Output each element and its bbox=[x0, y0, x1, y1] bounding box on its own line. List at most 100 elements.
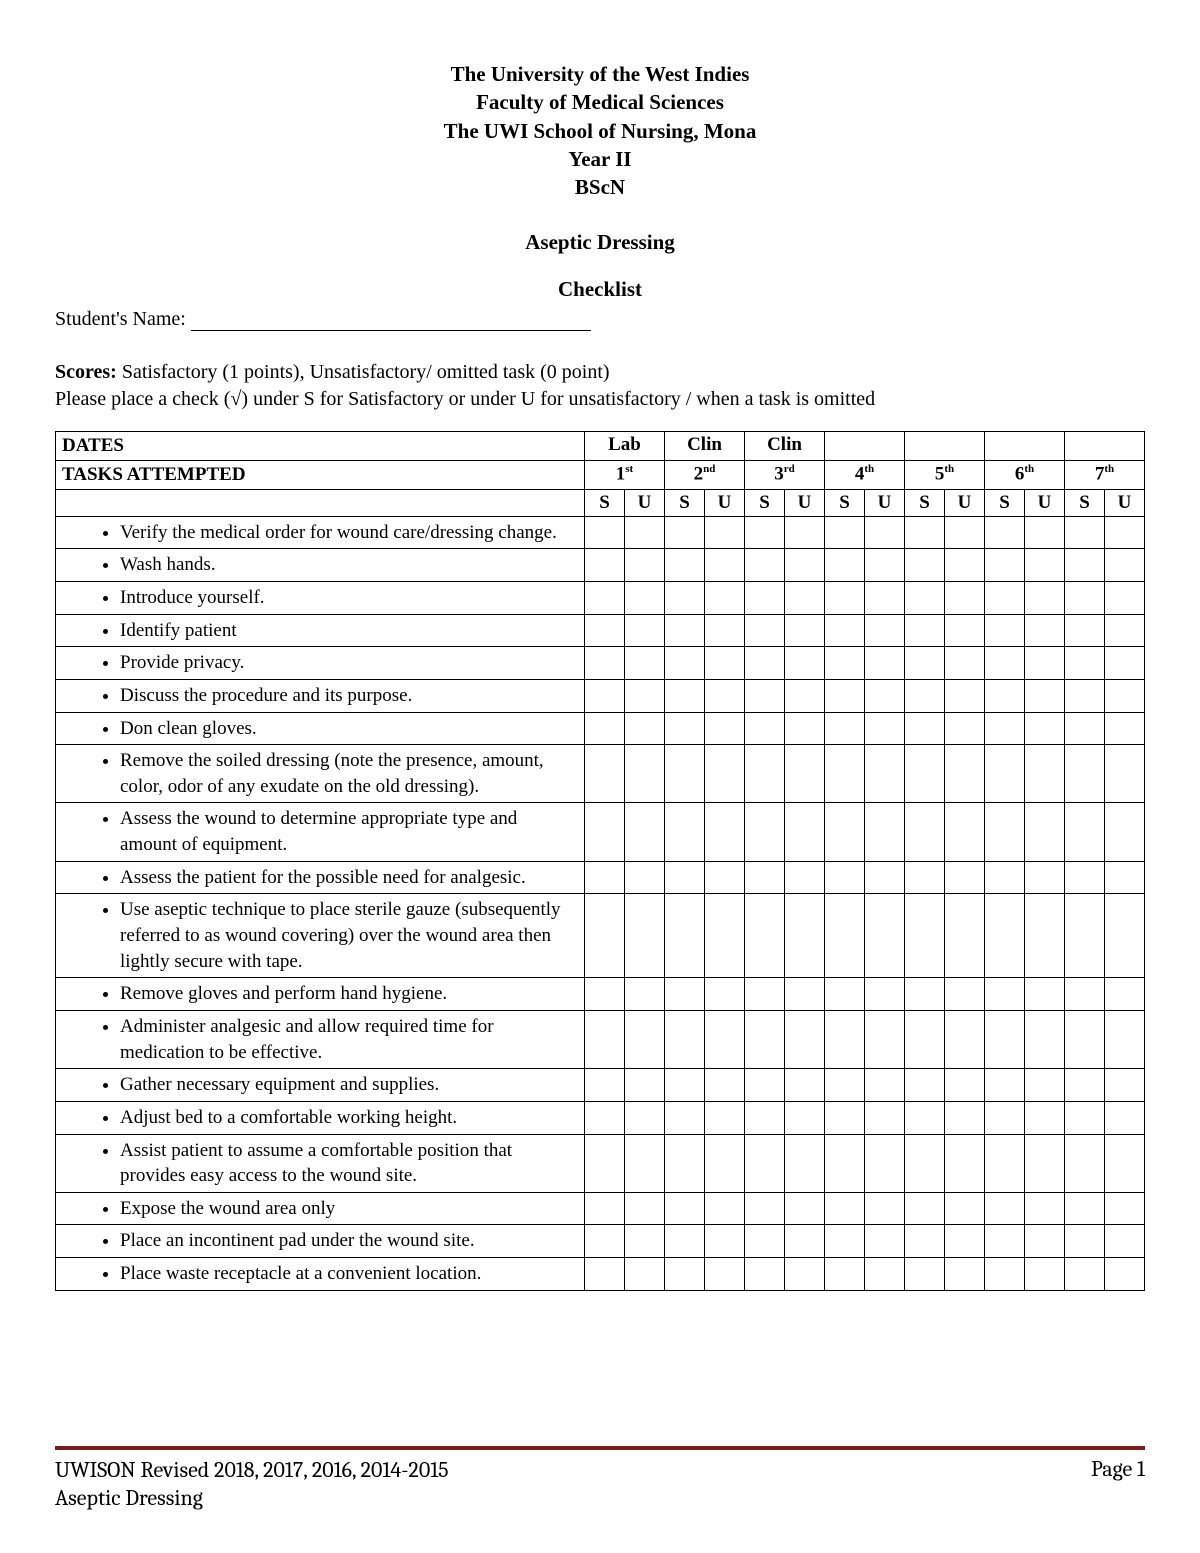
check-cell[interactable] bbox=[905, 1069, 945, 1102]
check-cell[interactable] bbox=[705, 614, 745, 647]
check-cell[interactable] bbox=[665, 712, 705, 745]
check-cell[interactable] bbox=[865, 978, 905, 1011]
check-cell[interactable] bbox=[1065, 803, 1105, 861]
check-cell[interactable] bbox=[745, 978, 785, 1011]
check-cell[interactable] bbox=[865, 1225, 905, 1258]
check-cell[interactable] bbox=[945, 1069, 985, 1102]
check-cell[interactable] bbox=[1025, 978, 1065, 1011]
check-cell[interactable] bbox=[625, 803, 665, 861]
check-cell[interactable] bbox=[665, 978, 705, 1011]
check-cell[interactable] bbox=[865, 745, 905, 803]
check-cell[interactable] bbox=[585, 582, 625, 615]
check-cell[interactable] bbox=[865, 549, 905, 582]
check-cell[interactable] bbox=[1025, 1134, 1065, 1192]
check-cell[interactable] bbox=[665, 1134, 705, 1192]
check-cell[interactable] bbox=[825, 516, 865, 549]
check-cell[interactable] bbox=[625, 549, 665, 582]
check-cell[interactable] bbox=[665, 1192, 705, 1225]
check-cell[interactable] bbox=[625, 1192, 665, 1225]
check-cell[interactable] bbox=[785, 1069, 825, 1102]
check-cell[interactable] bbox=[1025, 712, 1065, 745]
check-cell[interactable] bbox=[745, 549, 785, 582]
check-cell[interactable] bbox=[905, 978, 945, 1011]
check-cell[interactable] bbox=[1025, 894, 1065, 978]
check-cell[interactable] bbox=[785, 1225, 825, 1258]
check-cell[interactable] bbox=[785, 516, 825, 549]
check-cell[interactable] bbox=[785, 1134, 825, 1192]
check-cell[interactable] bbox=[785, 1192, 825, 1225]
check-cell[interactable] bbox=[1105, 1069, 1145, 1102]
check-cell[interactable] bbox=[865, 582, 905, 615]
check-cell[interactable] bbox=[625, 614, 665, 647]
check-cell[interactable] bbox=[865, 861, 905, 894]
check-cell[interactable] bbox=[705, 745, 745, 803]
check-cell[interactable] bbox=[665, 516, 705, 549]
check-cell[interactable] bbox=[865, 712, 905, 745]
check-cell[interactable] bbox=[985, 582, 1025, 615]
check-cell[interactable] bbox=[745, 803, 785, 861]
check-cell[interactable] bbox=[785, 712, 825, 745]
check-cell[interactable] bbox=[585, 803, 625, 861]
check-cell[interactable] bbox=[945, 861, 985, 894]
check-cell[interactable] bbox=[825, 1069, 865, 1102]
check-cell[interactable] bbox=[1025, 1225, 1065, 1258]
check-cell[interactable] bbox=[785, 614, 825, 647]
check-cell[interactable] bbox=[825, 803, 865, 861]
check-cell[interactable] bbox=[985, 1192, 1025, 1225]
check-cell[interactable] bbox=[945, 712, 985, 745]
check-cell[interactable] bbox=[665, 745, 705, 803]
check-cell[interactable] bbox=[945, 1192, 985, 1225]
check-cell[interactable] bbox=[665, 679, 705, 712]
check-cell[interactable] bbox=[705, 1069, 745, 1102]
check-cell[interactable] bbox=[745, 516, 785, 549]
check-cell[interactable] bbox=[785, 745, 825, 803]
check-cell[interactable] bbox=[1105, 803, 1145, 861]
check-cell[interactable] bbox=[705, 1258, 745, 1291]
check-cell[interactable] bbox=[905, 1258, 945, 1291]
check-cell[interactable] bbox=[585, 712, 625, 745]
check-cell[interactable] bbox=[905, 679, 945, 712]
check-cell[interactable] bbox=[585, 1225, 625, 1258]
check-cell[interactable] bbox=[1105, 978, 1145, 1011]
check-cell[interactable] bbox=[1065, 1258, 1105, 1291]
check-cell[interactable] bbox=[705, 1192, 745, 1225]
check-cell[interactable] bbox=[785, 679, 825, 712]
check-cell[interactable] bbox=[745, 679, 785, 712]
check-cell[interactable] bbox=[625, 647, 665, 680]
check-cell[interactable] bbox=[905, 647, 945, 680]
check-cell[interactable] bbox=[745, 1010, 785, 1068]
check-cell[interactable] bbox=[1025, 861, 1065, 894]
check-cell[interactable] bbox=[1025, 745, 1065, 803]
check-cell[interactable] bbox=[1105, 1225, 1145, 1258]
check-cell[interactable] bbox=[585, 1134, 625, 1192]
student-name-blank[interactable] bbox=[191, 312, 591, 331]
check-cell[interactable] bbox=[865, 894, 905, 978]
check-cell[interactable] bbox=[745, 1192, 785, 1225]
check-cell[interactable] bbox=[905, 803, 945, 861]
check-cell[interactable] bbox=[625, 679, 665, 712]
check-cell[interactable] bbox=[1025, 679, 1065, 712]
check-cell[interactable] bbox=[1065, 978, 1105, 1011]
check-cell[interactable] bbox=[865, 1101, 905, 1134]
check-cell[interactable] bbox=[705, 803, 745, 861]
check-cell[interactable] bbox=[745, 1225, 785, 1258]
check-cell[interactable] bbox=[665, 647, 705, 680]
check-cell[interactable] bbox=[1105, 679, 1145, 712]
check-cell[interactable] bbox=[1065, 1225, 1105, 1258]
check-cell[interactable] bbox=[625, 861, 665, 894]
check-cell[interactable] bbox=[985, 516, 1025, 549]
check-cell[interactable] bbox=[705, 582, 745, 615]
check-cell[interactable] bbox=[585, 1010, 625, 1068]
check-cell[interactable] bbox=[785, 978, 825, 1011]
check-cell[interactable] bbox=[745, 582, 785, 615]
check-cell[interactable] bbox=[745, 861, 785, 894]
check-cell[interactable] bbox=[945, 549, 985, 582]
check-cell[interactable] bbox=[785, 1101, 825, 1134]
check-cell[interactable] bbox=[1025, 803, 1065, 861]
check-cell[interactable] bbox=[625, 1069, 665, 1102]
check-cell[interactable] bbox=[985, 1069, 1025, 1102]
check-cell[interactable] bbox=[785, 1010, 825, 1068]
check-cell[interactable] bbox=[625, 1010, 665, 1068]
check-cell[interactable] bbox=[705, 647, 745, 680]
check-cell[interactable] bbox=[825, 1134, 865, 1192]
